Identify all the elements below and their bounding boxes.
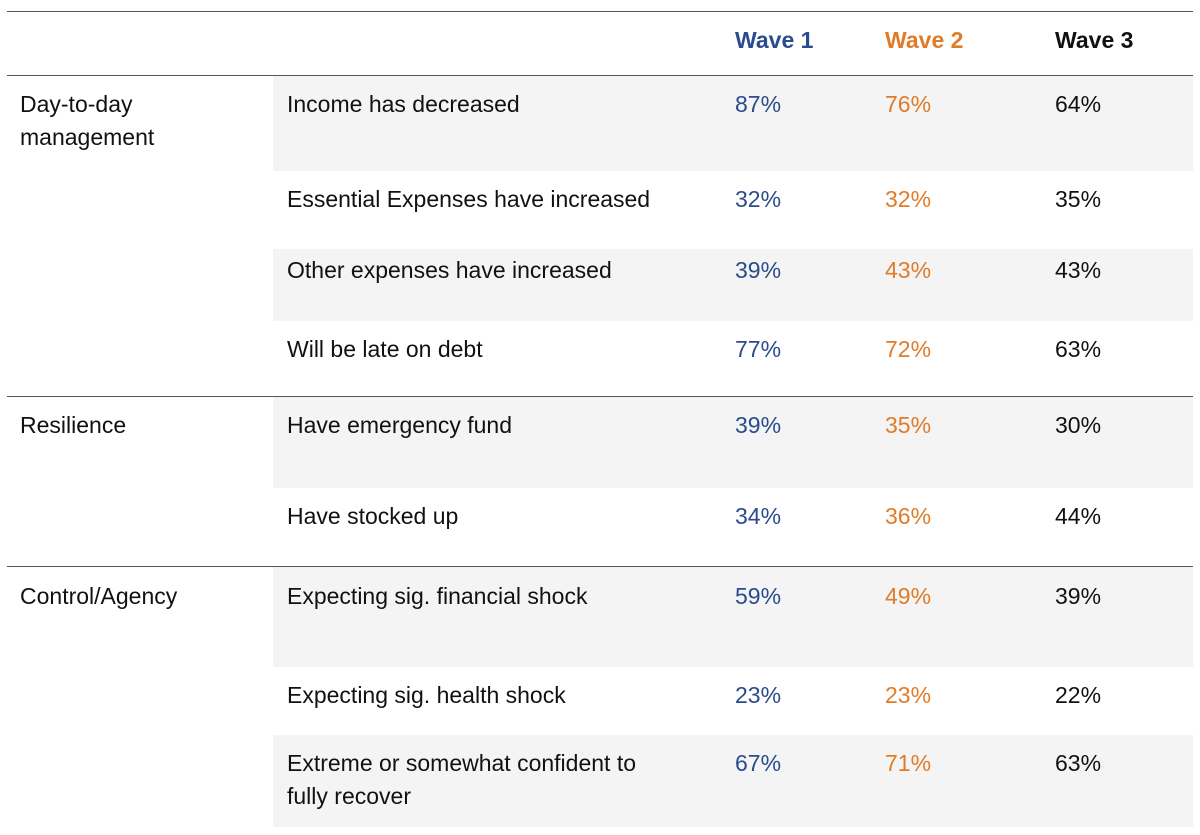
row-label: Have stocked up	[287, 503, 459, 529]
group-divider	[7, 566, 1193, 567]
wave-1-value: 39%	[735, 257, 782, 283]
row-label: Income has decreased	[287, 91, 520, 117]
wave-1-value: 59%	[735, 583, 782, 609]
wave-2-value: 23%	[885, 682, 932, 708]
wave-3-value: 64%	[1055, 91, 1102, 117]
table-top-rule	[7, 11, 1193, 12]
row-label: Expecting sig. financial shock	[287, 583, 588, 609]
group-label-control-agency: Control/Agency	[20, 583, 178, 609]
wave-3-value: 22%	[1055, 682, 1102, 708]
wave-2-value: 49%	[885, 583, 932, 609]
row-shade	[273, 76, 1193, 171]
row-shade	[273, 249, 1193, 321]
wave-3-value: 44%	[1055, 503, 1102, 529]
group-label-resilience: Resilience	[20, 412, 127, 438]
wave-2-value: 71%	[885, 750, 932, 776]
group-divider	[7, 396, 1193, 397]
wave-1-value: 34%	[735, 503, 782, 529]
header-wave-1: Wave 1	[735, 27, 814, 53]
row-label: Will be late on debt	[287, 336, 483, 362]
wave-1-value: 87%	[735, 91, 782, 117]
wave-2-value: 35%	[885, 412, 932, 438]
wave-1-value: 77%	[735, 336, 782, 362]
wave-2-value: 72%	[885, 336, 932, 362]
wave-1-value: 39%	[735, 412, 782, 438]
row-label: Have emergency fund	[287, 412, 513, 438]
row-label-line-2: fully recover	[287, 783, 411, 809]
header-bottom-rule	[7, 75, 1193, 76]
row-label: Expecting sig. health shock	[287, 682, 566, 708]
wave-3-value: 63%	[1055, 336, 1102, 362]
row-label: Other expenses have increased	[287, 257, 612, 283]
wave-1-value: 32%	[735, 186, 782, 212]
wave-2-value: 32%	[885, 186, 932, 212]
row-shade	[273, 397, 1193, 488]
wave-3-value: 43%	[1055, 257, 1102, 283]
wave-3-value: 35%	[1055, 186, 1102, 212]
group-label-day-to-day: Day-to-day	[20, 91, 133, 117]
wave-2-value: 36%	[885, 503, 932, 529]
wave-3-value: 39%	[1055, 583, 1102, 609]
wave-1-value: 23%	[735, 682, 782, 708]
header-wave-3: Wave 3	[1055, 27, 1134, 53]
header-wave-2: Wave 2	[885, 27, 964, 53]
wave-3-value: 63%	[1055, 750, 1102, 776]
wave-1-value: 67%	[735, 750, 782, 776]
wave-2-value: 43%	[885, 257, 932, 283]
wave-2-value: 76%	[885, 91, 932, 117]
row-shade	[273, 567, 1193, 667]
row-label: Essential Expenses have increased	[287, 186, 651, 212]
row-shade	[273, 735, 1193, 827]
group-label-day-to-day-line-2: management	[20, 124, 155, 150]
wave-3-value: 30%	[1055, 412, 1102, 438]
row-label: Extreme or somewhat confident to	[287, 750, 636, 776]
